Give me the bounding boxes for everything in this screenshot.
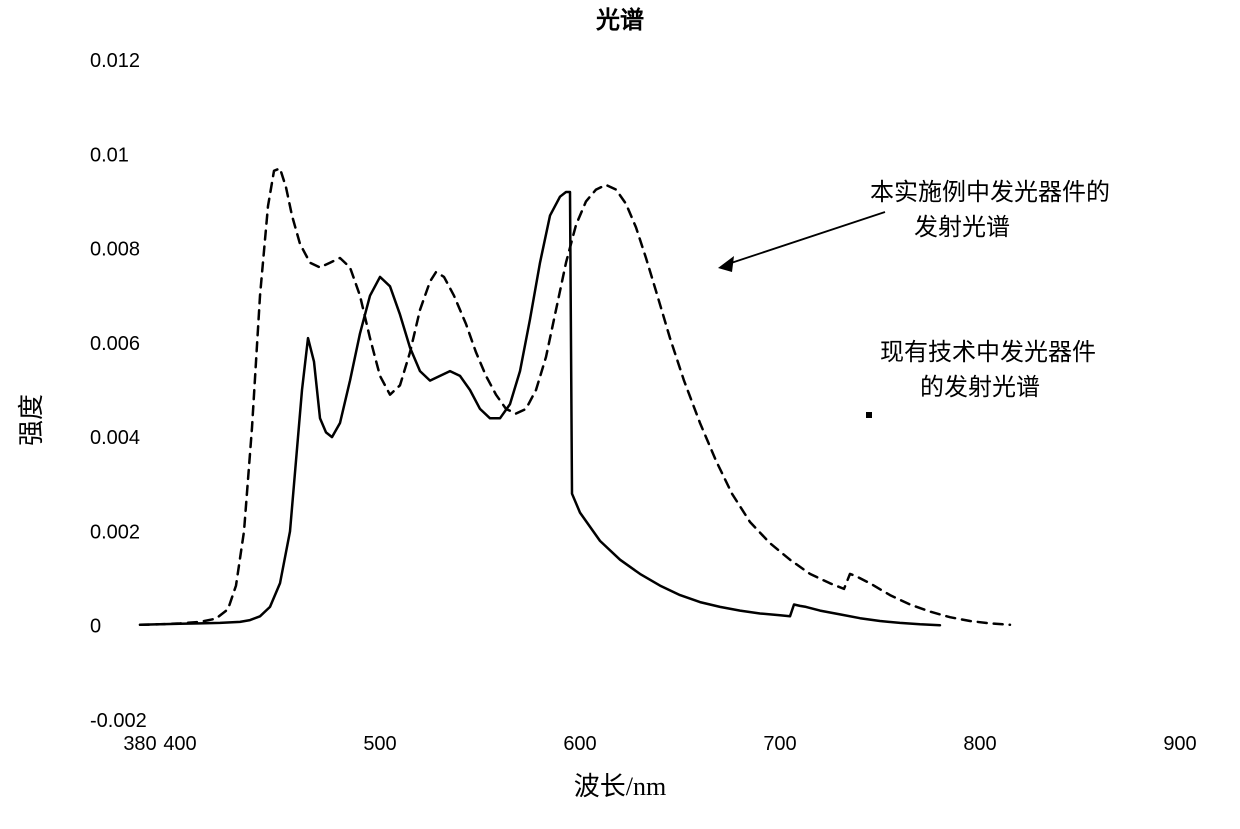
x-tick-label: 400: [163, 733, 196, 755]
x-tick-label: 700: [763, 733, 796, 755]
x-tick-label: 600: [563, 733, 596, 755]
spectrum-chart: 光谱 -0.00200.0020.0040.0060.0080.010.012 …: [0, 0, 1240, 829]
y-tick-label: 0.012: [90, 50, 140, 72]
callout-priorart-line1: 现有技术中发光器件: [880, 339, 1096, 366]
y-tick-label: 0.002: [90, 521, 140, 543]
chart-title: 光谱: [595, 6, 644, 34]
y-tick-label: 0: [90, 616, 101, 638]
y-axis-ticks: -0.002 0 0.002 0.004 0.006 0.008 0.01 0.012: [90, 50, 147, 732]
callouts-group: 本实施例中发光器件的 发射光谱 现有技术中发光器件 的发射光谱: [718, 179, 1110, 418]
x-tick-label: 800: [963, 733, 996, 755]
x-axis-ticks: 380 400 500 600 700 800 900: [123, 733, 1196, 755]
series-group: [140, 168, 1010, 625]
series-line-this_embodiment: [140, 168, 1010, 624]
y-axis-label: 强度: [17, 394, 46, 446]
x-tick-label: 500: [363, 733, 396, 755]
callout-embodiment-line2: 发射光谱: [914, 214, 1010, 241]
x-tick-label: 380: [123, 733, 156, 755]
callout-embodiment-line1: 本实施例中发光器件的: [870, 179, 1110, 206]
chart-svg: 光谱 -0.00200.0020.0040.0060.0080.010.012 …: [0, 0, 1240, 829]
callout-priorart-line2: 的发射光谱: [920, 374, 1040, 401]
y-tick-label: 0.004: [90, 427, 140, 449]
y-tick-label: 0.01: [90, 144, 129, 166]
y-tick-label: 0.008: [90, 239, 140, 261]
y-tick-label: -0.002: [90, 710, 147, 732]
series-line-prior_art: [140, 192, 940, 625]
callout-marker: [866, 412, 872, 418]
y-tick-label: 0.006: [90, 333, 140, 355]
callout-arrowhead: [718, 256, 734, 272]
x-axis-label: 波长/nm: [574, 772, 666, 801]
callout-arrow: [725, 212, 885, 265]
x-tick-label: 900: [1163, 733, 1196, 755]
